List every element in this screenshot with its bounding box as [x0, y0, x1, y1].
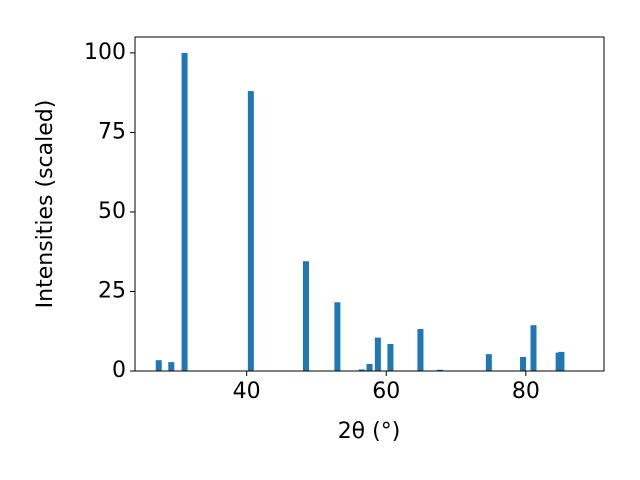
x-tick-label: 80 — [512, 379, 540, 404]
x-tick-label: 60 — [372, 379, 400, 404]
bar — [417, 329, 424, 371]
bar — [155, 360, 162, 371]
bar — [520, 357, 527, 371]
plot-frame — [134, 36, 605, 372]
bar — [366, 364, 373, 371]
y-tick-label: 75 — [98, 119, 126, 144]
bar — [358, 369, 365, 371]
bar — [436, 369, 443, 371]
y-tick-label: 25 — [98, 278, 126, 303]
bar — [374, 337, 381, 371]
y-tick-label: 50 — [98, 199, 126, 224]
x-axis-label: 2θ (°) — [338, 419, 401, 444]
bar — [334, 302, 341, 371]
x-tick-label: 40 — [233, 379, 261, 404]
bar — [530, 325, 537, 371]
bar — [247, 91, 254, 372]
bar — [302, 261, 309, 371]
bar — [558, 351, 565, 371]
y-axis-label: Intensities (scaled) — [33, 100, 58, 309]
bar — [168, 362, 175, 371]
bar — [181, 52, 188, 372]
bar — [485, 354, 492, 371]
y-tick-label: 0 — [112, 358, 126, 383]
y-tick-label: 100 — [84, 40, 126, 65]
bar — [387, 343, 394, 371]
